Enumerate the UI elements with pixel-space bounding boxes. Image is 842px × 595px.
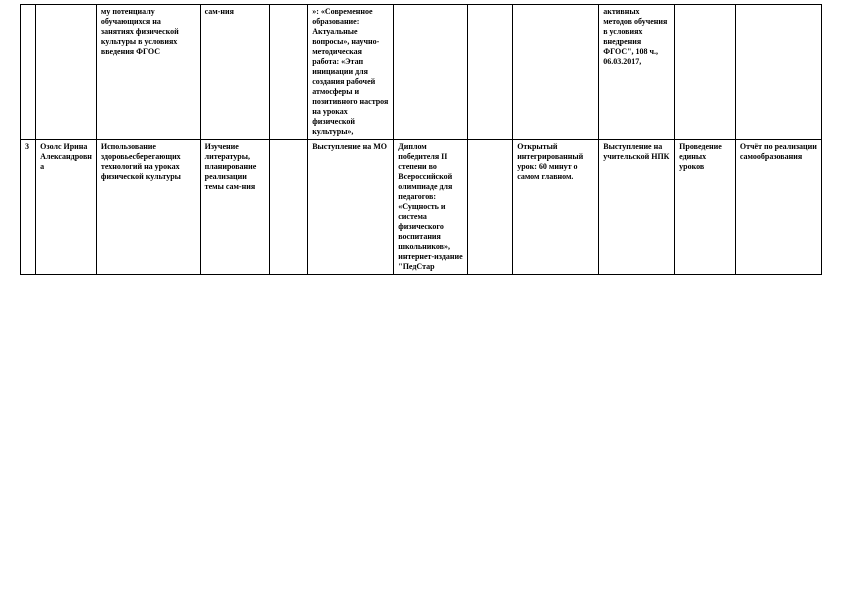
- table-cell: [467, 5, 513, 140]
- table-cell: сам-ния: [200, 5, 270, 140]
- table-cell: Изучение литературы, планирование реализ…: [200, 140, 270, 275]
- table-cell: [735, 5, 821, 140]
- table-cell: Использование здоровьесберегающих технол…: [96, 140, 200, 275]
- table-cell: [394, 5, 467, 140]
- table-cell: Диплом победителя II степени во Всеросси…: [394, 140, 467, 275]
- table-cell: [270, 5, 308, 140]
- table-cell: [675, 5, 736, 140]
- table-cell: Выступление на МО: [308, 140, 394, 275]
- table-cell: [270, 140, 308, 275]
- table-cell: му потенциалу обучающихся на занятиях фи…: [96, 5, 200, 140]
- table-cell: »: «Современное образование: Актуальные …: [308, 5, 394, 140]
- table-cell: Выступление на учительской НПК: [599, 140, 675, 275]
- table-cell: Открытый интегрированный урок: 60 минут …: [513, 140, 599, 275]
- table-cell: 3: [21, 140, 36, 275]
- table-body: му потенциалу обучающихся на занятиях фи…: [21, 5, 822, 275]
- table-cell: [21, 5, 36, 140]
- table-cell: Озолс Ирина Александровна: [36, 140, 97, 275]
- table-cell: [467, 140, 513, 275]
- table-cell: Проведение единых уроков: [675, 140, 736, 275]
- table-row: му потенциалу обучающихся на занятиях фи…: [21, 5, 822, 140]
- table-cell: активных методов обучения в условиях вне…: [599, 5, 675, 140]
- table-cell: Отчёт по реализации самообразования: [735, 140, 821, 275]
- table-cell: [513, 5, 599, 140]
- document-table: му потенциалу обучающихся на занятиях фи…: [20, 4, 822, 275]
- table-row: 3 Озолс Ирина Александровна Использовани…: [21, 140, 822, 275]
- table-cell: [36, 5, 97, 140]
